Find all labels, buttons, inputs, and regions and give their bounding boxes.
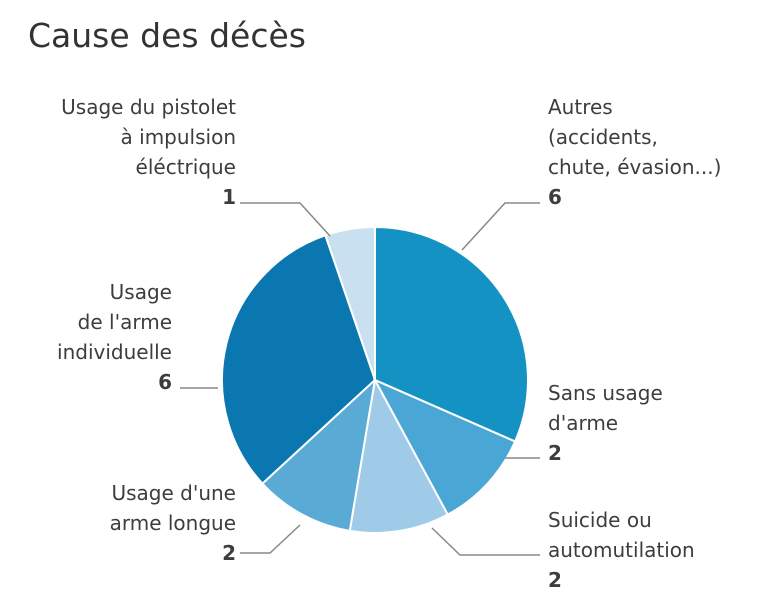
pie-slice-0 <box>374 225 529 443</box>
label-pistolet: Usage du pistolet à impulsion éléctrique 1 <box>61 95 236 209</box>
leader-line-arme-longue <box>240 524 301 554</box>
chart-title: Cause des décès <box>28 16 306 55</box>
label-sans-usage: Sans usage d'arme 2 <box>548 381 663 465</box>
pie-slice-4 <box>221 234 377 486</box>
label-arme-individuelle: Usage de l'arme individuelle 6 <box>57 280 172 394</box>
label-suicide: Suicide ou automutilation 2 <box>548 508 695 592</box>
pie-slice-3 <box>261 377 377 533</box>
leader-line-suicide <box>431 527 540 556</box>
pie-slice-1 <box>372 377 517 516</box>
pie-slice-2 <box>348 376 450 534</box>
leader-line-pistolet <box>240 202 331 237</box>
label-autres: Autres (accidents, chute, évasion...) 6 <box>548 95 722 209</box>
leader-line-autres <box>461 202 540 251</box>
label-arme-longue: Usage d'une arme longue 2 <box>109 481 236 565</box>
